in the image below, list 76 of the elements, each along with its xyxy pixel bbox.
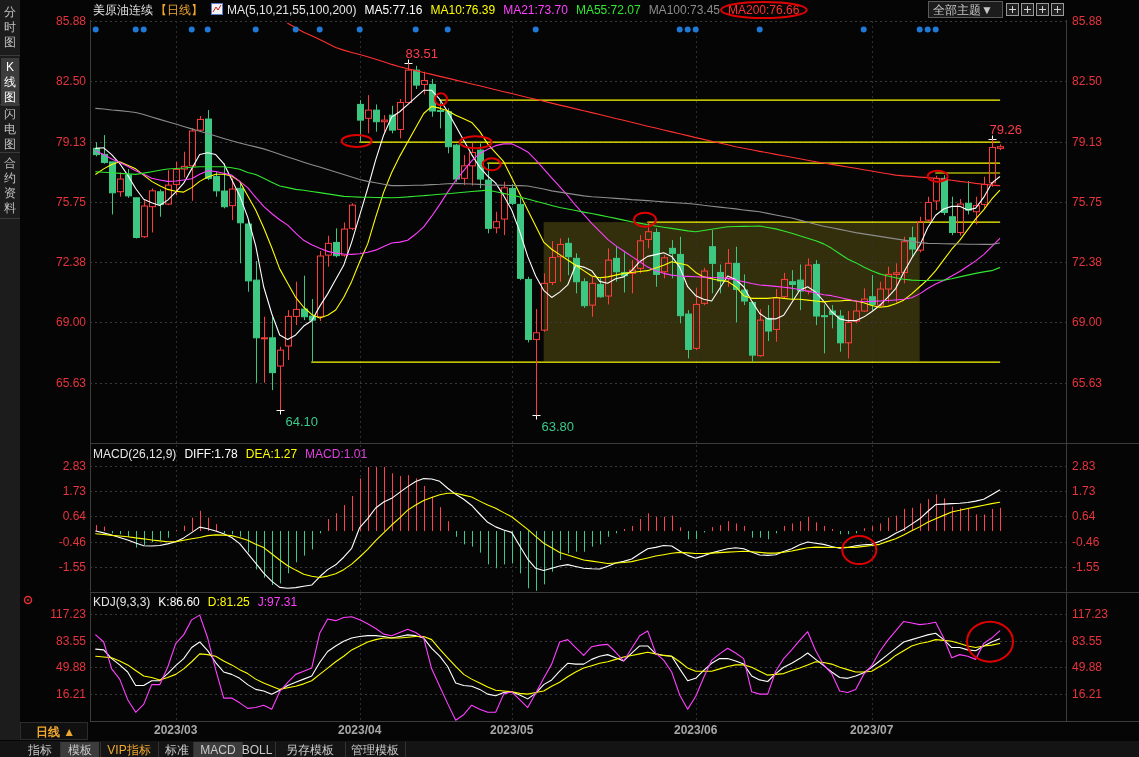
y-tick: 2.83 bbox=[62, 458, 86, 473]
text: MA5:77.16 bbox=[364, 3, 423, 17]
ui-label: 分时图 bbox=[4, 5, 16, 49]
y2-tick: 85.88 bbox=[1072, 14, 1103, 28]
y2-tick: 0.64 bbox=[1072, 509, 1096, 524]
annotation: 64.10 bbox=[276, 406, 319, 429]
x-tick-label: 2023/04 bbox=[337, 723, 382, 737]
ui-label: 合约资料 bbox=[4, 156, 16, 215]
ui-label: BOLL bbox=[241, 742, 273, 757]
y2-tick: 117.23 bbox=[1072, 607, 1108, 622]
text: MA21:73.70 bbox=[503, 3, 569, 17]
text: D:81.25 bbox=[207, 595, 251, 609]
y-tick: -0.46 bbox=[58, 534, 86, 549]
ui-label: 标准 bbox=[165, 742, 189, 757]
y2-tick: 79.13 bbox=[1072, 134, 1103, 149]
x-tick-label: 2023/05 bbox=[489, 723, 534, 737]
y-tick: 65.63 bbox=[55, 375, 86, 390]
annotation: 83.51 bbox=[405, 45, 439, 61]
y-tick: 82.50 bbox=[55, 74, 86, 89]
text: MA10:76.39 bbox=[430, 3, 496, 17]
y-tick: 0.64 bbox=[62, 509, 86, 524]
x-tick-label: 2023/03 bbox=[153, 723, 198, 737]
annotation: 64.10 bbox=[285, 413, 319, 429]
y2-tick: 82.50 bbox=[1072, 74, 1103, 89]
legend-title: MA(5,10,21,55,100,200) bbox=[227, 3, 357, 17]
x-tick-label: 2023/07 bbox=[849, 723, 894, 737]
annotation: 83.51 bbox=[404, 45, 439, 68]
text: DEA:1.27 bbox=[245, 447, 298, 461]
ui-label: 指标 bbox=[28, 742, 52, 757]
y2-tick: 65.63 bbox=[1072, 375, 1103, 390]
y2-tick: 69.00 bbox=[1072, 315, 1103, 330]
ui-label: 模板 bbox=[61, 742, 99, 757]
y-tick: 79.13 bbox=[55, 134, 86, 149]
ui-label: 另存模板 bbox=[286, 742, 334, 757]
text: DIFF:1.78 bbox=[184, 447, 239, 461]
y2-tick: 2.83 bbox=[1072, 458, 1096, 473]
ui-label: 全部主题▼ bbox=[928, 1, 1003, 18]
ui-label: 管理模板 bbox=[351, 742, 399, 757]
chart-subtitle: 【日线】 bbox=[155, 3, 203, 17]
y-tick: 72.38 bbox=[55, 255, 86, 270]
annotation: 63.80 bbox=[532, 411, 575, 434]
series-label: MACD:1.01 bbox=[305, 447, 368, 461]
x-tick-label: 2023/06 bbox=[673, 723, 718, 737]
y-tick: 83.55 bbox=[55, 633, 86, 648]
y2-tick: 1.73 bbox=[1072, 484, 1096, 499]
text: K:86.60 bbox=[158, 595, 201, 609]
ui-label: 日线 ▲ bbox=[36, 725, 76, 739]
y-tick: 1.73 bbox=[62, 484, 86, 499]
y2-tick: 49.88 bbox=[1072, 660, 1103, 675]
annotation: 63.80 bbox=[541, 418, 575, 434]
y2-tick: 75.75 bbox=[1072, 194, 1103, 209]
y-tick: 49.88 bbox=[55, 660, 86, 675]
y2-tick: 83.55 bbox=[1072, 633, 1103, 648]
chart-title: MACD(26,12,9) bbox=[93, 447, 177, 461]
annotation: 79.26 bbox=[989, 121, 1023, 137]
y2-tick: -1.55 bbox=[1072, 559, 1100, 574]
y-tick: 85.88 bbox=[55, 14, 86, 28]
y-tick: 75.75 bbox=[55, 194, 86, 209]
text: MA100:73.45 bbox=[648, 3, 721, 17]
y-tick: -1.55 bbox=[58, 559, 86, 574]
y2-tick: 16.21 bbox=[1072, 686, 1103, 701]
chart-title: KDJ(9,3,3) bbox=[93, 595, 151, 609]
y2-tick: -0.46 bbox=[1072, 534, 1100, 549]
annotation: 79.26 bbox=[988, 121, 1023, 144]
ui-label: VIP指标 bbox=[107, 742, 151, 757]
ui-label: K线图 bbox=[1, 58, 19, 106]
y-tick: 117.23 bbox=[50, 607, 86, 622]
text: MA200:76.66 bbox=[728, 3, 800, 17]
text: J:97.31 bbox=[257, 595, 298, 609]
ui-label: MACD bbox=[193, 742, 243, 757]
y2-tick: 72.38 bbox=[1072, 255, 1103, 270]
y-tick: 16.21 bbox=[55, 686, 86, 701]
text: MA55:72.07 bbox=[575, 3, 641, 17]
y-tick: 69.00 bbox=[55, 315, 86, 330]
ui-label: 闪电图 bbox=[4, 107, 16, 151]
chart-title: 美原油连续 bbox=[93, 3, 153, 17]
